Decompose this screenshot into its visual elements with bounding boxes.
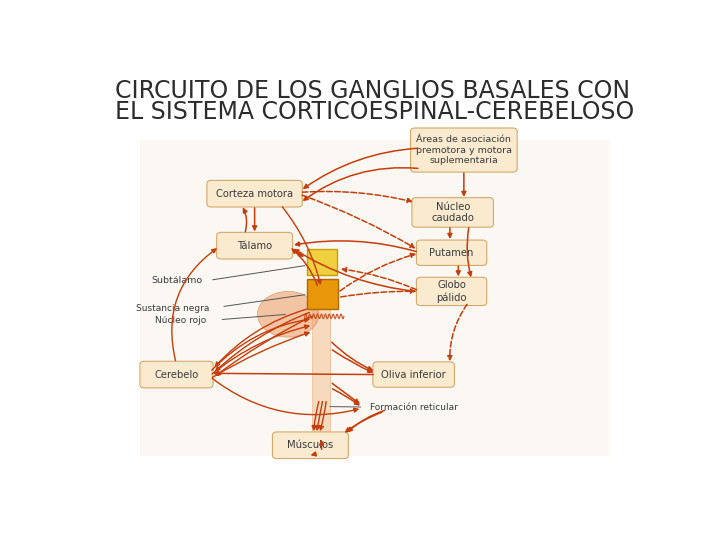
- Text: Núcleo rojo: Núcleo rojo: [156, 316, 207, 325]
- FancyArrowPatch shape: [243, 209, 247, 232]
- FancyArrowPatch shape: [312, 401, 319, 430]
- FancyArrowPatch shape: [448, 228, 452, 237]
- FancyArrowPatch shape: [172, 249, 216, 361]
- FancyArrowPatch shape: [294, 249, 415, 292]
- Ellipse shape: [258, 292, 319, 337]
- Text: Putamen: Putamen: [429, 248, 474, 258]
- Text: Corteza motora: Corteza motora: [216, 188, 293, 199]
- FancyArrowPatch shape: [346, 412, 382, 432]
- FancyBboxPatch shape: [410, 128, 517, 172]
- FancyArrowPatch shape: [448, 305, 467, 360]
- Text: EL SISTEMA CORTICOESPINAL-CEREBELOSO: EL SISTEMA CORTICOESPINAL-CEREBELOSO: [115, 100, 634, 124]
- FancyArrowPatch shape: [212, 318, 309, 370]
- FancyArrowPatch shape: [333, 389, 359, 405]
- FancyBboxPatch shape: [312, 288, 330, 455]
- FancyBboxPatch shape: [373, 362, 454, 387]
- FancyArrowPatch shape: [467, 228, 472, 276]
- Text: Cerebelo: Cerebelo: [154, 369, 199, 380]
- Text: Tálamo: Tálamo: [237, 241, 272, 251]
- FancyArrowPatch shape: [212, 332, 309, 377]
- FancyArrowPatch shape: [316, 402, 323, 430]
- Text: Globo
pálido: Globo pálido: [436, 280, 467, 302]
- FancyArrowPatch shape: [212, 379, 358, 415]
- Text: Sustancia negra: Sustancia negra: [136, 304, 210, 313]
- FancyArrowPatch shape: [253, 208, 256, 230]
- Text: Oliva inferior: Oliva inferior: [382, 369, 446, 380]
- FancyArrowPatch shape: [462, 173, 466, 195]
- FancyBboxPatch shape: [217, 232, 292, 259]
- FancyBboxPatch shape: [140, 140, 609, 456]
- FancyArrowPatch shape: [304, 168, 418, 200]
- Text: Subtálamo: Subtálamo: [151, 276, 202, 285]
- Text: Formación reticular: Formación reticular: [369, 403, 458, 413]
- FancyArrowPatch shape: [292, 249, 303, 256]
- FancyArrowPatch shape: [212, 325, 309, 374]
- FancyArrowPatch shape: [332, 342, 372, 370]
- FancyBboxPatch shape: [416, 240, 487, 266]
- FancyArrowPatch shape: [312, 452, 316, 456]
- FancyArrowPatch shape: [320, 441, 323, 449]
- FancyArrowPatch shape: [292, 249, 318, 286]
- FancyArrowPatch shape: [302, 195, 414, 248]
- Text: Músculos: Músculos: [287, 440, 333, 450]
- Text: Áreas de asociación
premotora y motora
suplementaria: Áreas de asociación premotora y motora s…: [416, 135, 512, 165]
- FancyArrowPatch shape: [332, 383, 359, 403]
- FancyArrowPatch shape: [295, 241, 416, 252]
- FancyArrowPatch shape: [348, 410, 384, 431]
- FancyArrowPatch shape: [302, 192, 411, 202]
- FancyArrowPatch shape: [215, 372, 373, 375]
- FancyBboxPatch shape: [412, 198, 493, 227]
- FancyArrowPatch shape: [216, 313, 310, 370]
- FancyBboxPatch shape: [307, 279, 338, 309]
- FancyArrowPatch shape: [343, 268, 417, 290]
- FancyArrowPatch shape: [282, 207, 321, 284]
- FancyArrowPatch shape: [456, 266, 460, 275]
- FancyBboxPatch shape: [272, 432, 348, 458]
- FancyArrowPatch shape: [340, 253, 415, 291]
- FancyBboxPatch shape: [307, 249, 337, 275]
- Text: CIRCUITO DE LOS GANGLIOS BASALES CON: CIRCUITO DE LOS GANGLIOS BASALES CON: [115, 79, 630, 103]
- FancyBboxPatch shape: [207, 180, 302, 207]
- FancyArrowPatch shape: [341, 289, 415, 297]
- FancyArrowPatch shape: [320, 402, 326, 430]
- FancyArrowPatch shape: [304, 148, 418, 188]
- FancyBboxPatch shape: [416, 277, 487, 306]
- Text: Núcleo
caudado: Núcleo caudado: [431, 201, 474, 223]
- FancyArrowPatch shape: [216, 316, 312, 375]
- FancyArrowPatch shape: [215, 309, 307, 366]
- FancyBboxPatch shape: [140, 361, 213, 388]
- FancyArrowPatch shape: [332, 350, 372, 373]
